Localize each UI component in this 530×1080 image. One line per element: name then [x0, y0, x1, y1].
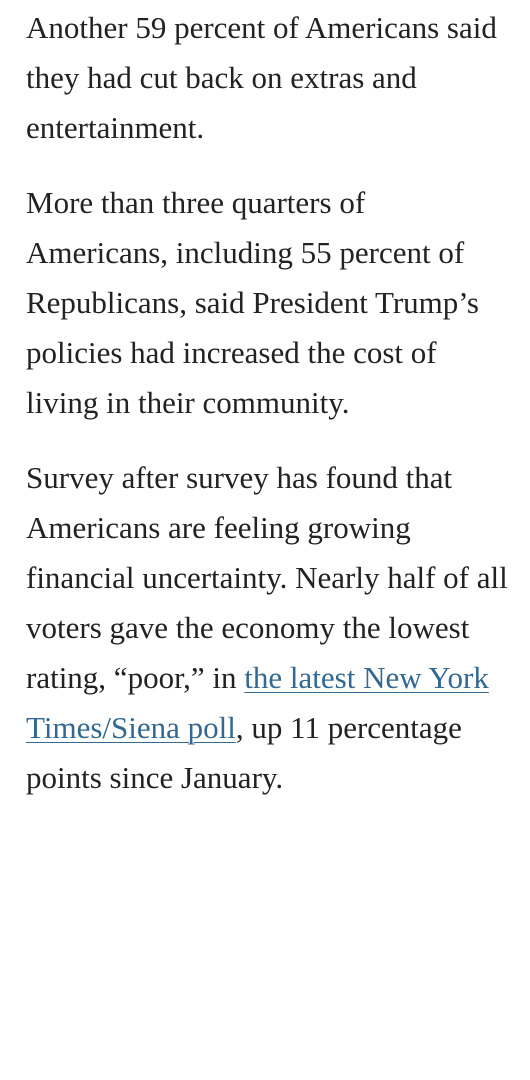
- link[interactable]: the latest New York Times/Siena poll: [26, 660, 489, 745]
- text: , up 11 percentage points since January.: [26, 710, 462, 795]
- paragraph: Another 59 percent of Americans said the…: [26, 10, 497, 145]
- paragraph: More than three quarters of Americans, i…: [26, 185, 479, 420]
- paragraph: Survey after survey has found that Ameri…: [26, 453, 512, 803]
- text: Survey after survey has found that Ameri…: [26, 460, 508, 695]
- article: Another 59 percent of Americans said the…: [26, 10, 512, 803]
